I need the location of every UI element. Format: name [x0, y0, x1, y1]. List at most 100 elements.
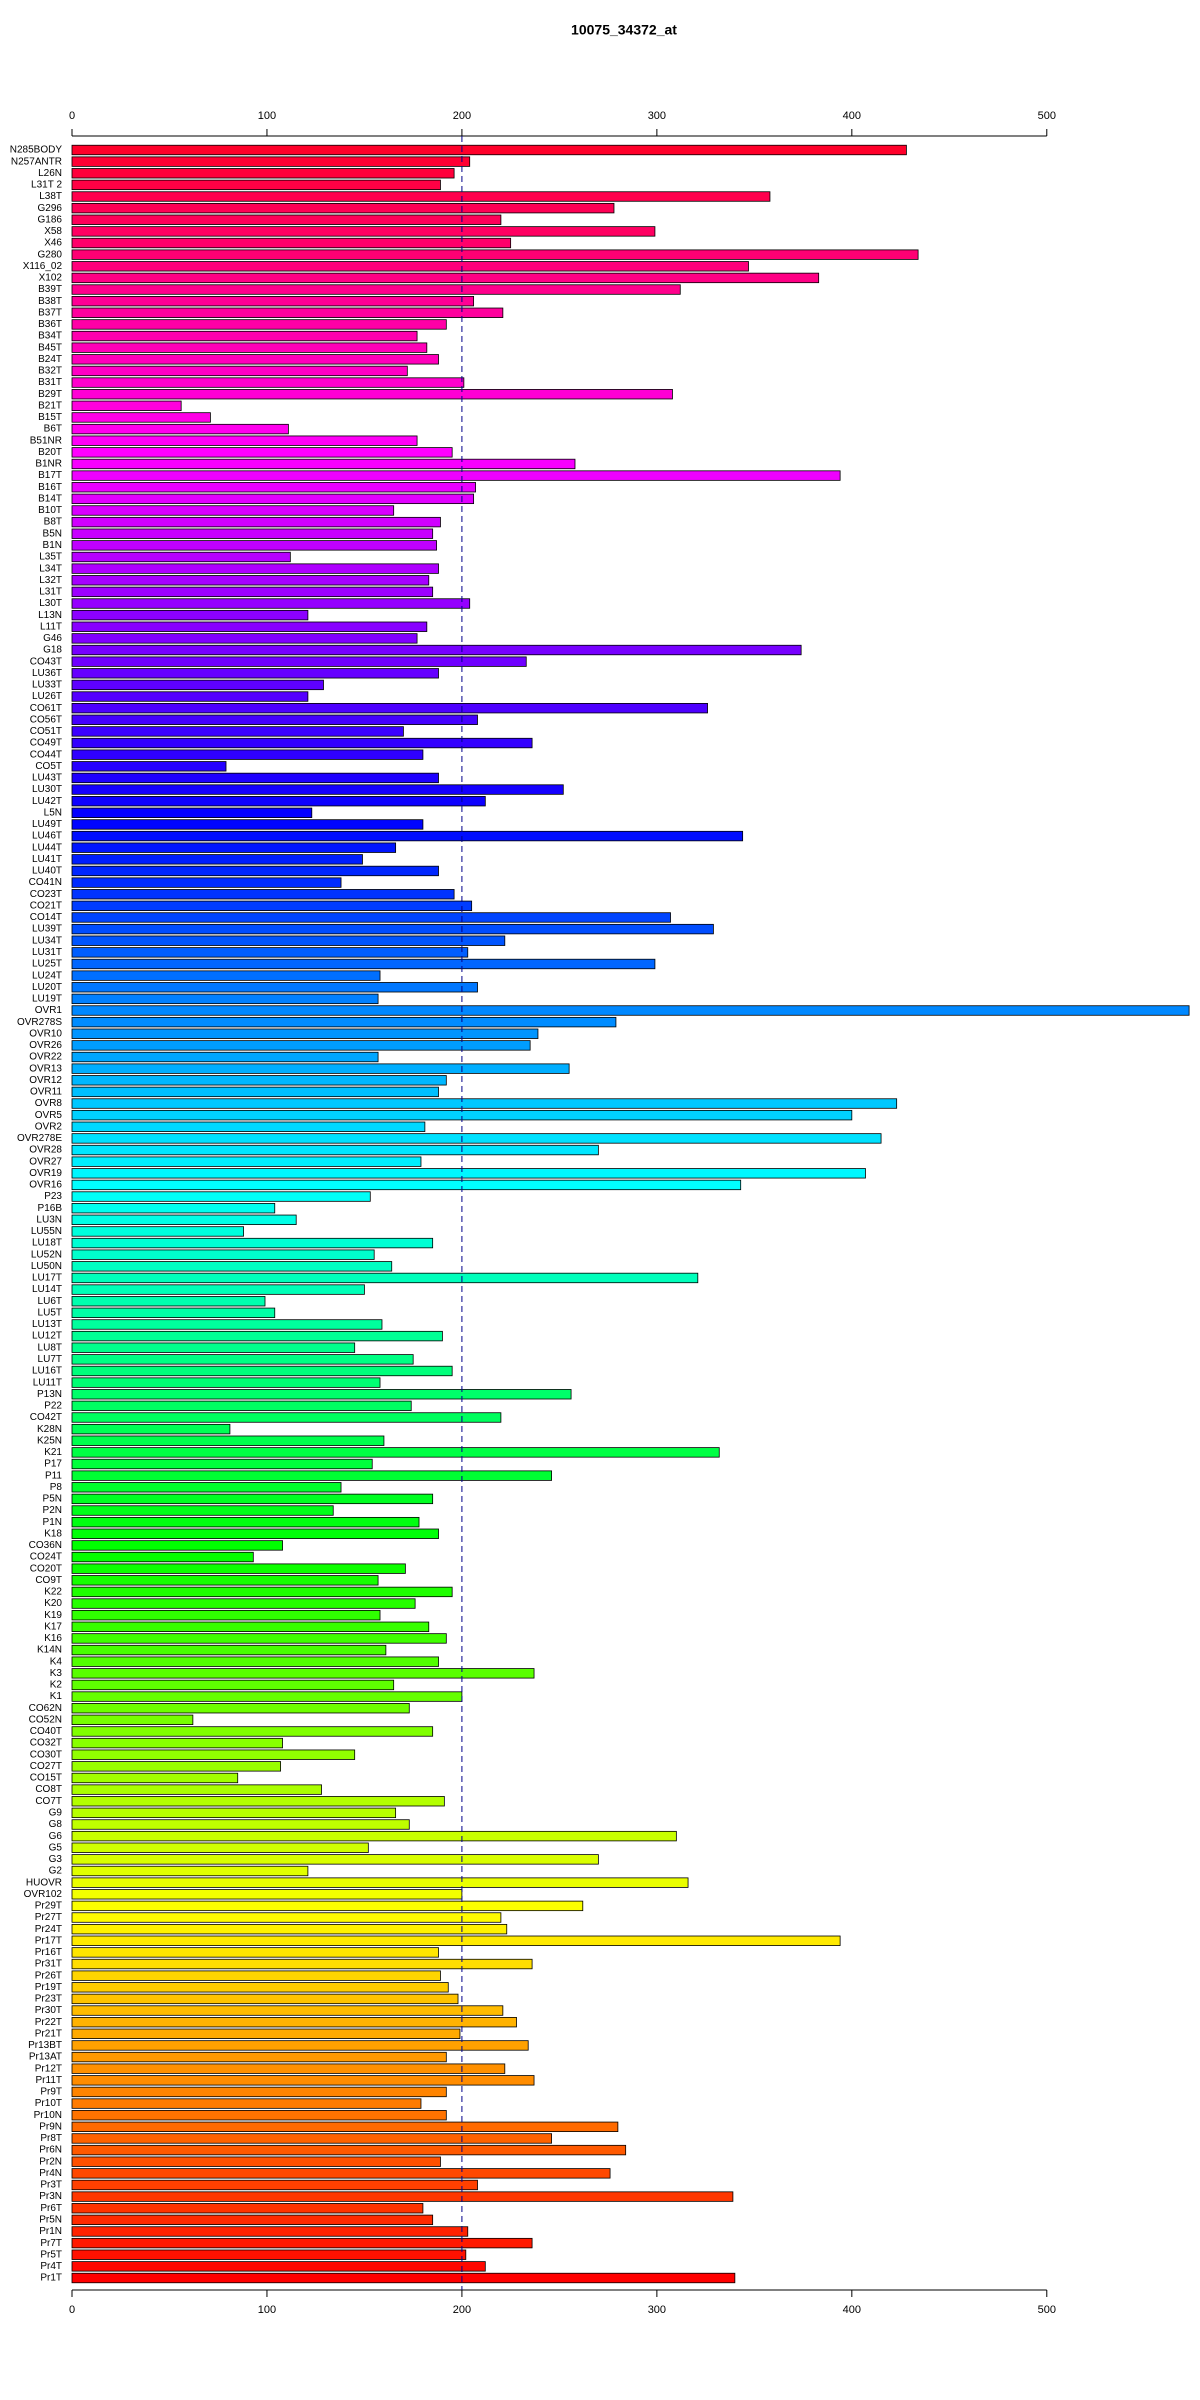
y-tick-label: OVR10 — [29, 1028, 62, 1039]
y-tick-label: B29T — [38, 389, 62, 400]
y-tick-label: LU52N — [31, 1249, 62, 1260]
y-tick-label: L32T — [39, 575, 62, 586]
bar — [71, 1551, 254, 1563]
bar — [71, 1226, 244, 1237]
y-tick-label: CO14T — [30, 912, 62, 923]
x-tick-label: 400 — [843, 110, 861, 122]
y-tick-label: LU3N — [36, 1214, 62, 1225]
bar — [71, 1191, 371, 1202]
y-tick-label: B32T — [38, 366, 62, 377]
y-tick-label: Pr31T — [35, 1959, 62, 1970]
bar — [71, 1423, 231, 1435]
y-tick-label: K20 — [44, 1598, 62, 1609]
bar — [71, 1447, 720, 1458]
bar — [71, 202, 615, 214]
x-tick-label: 200 — [453, 110, 471, 122]
bar — [71, 1714, 194, 1726]
y-tick-label: OVR1 — [35, 1005, 63, 1016]
bar — [71, 1400, 412, 1412]
y-tick-label: B34T — [38, 331, 62, 342]
y-tick-label: B37T — [38, 307, 62, 318]
y-tick-label: P16B — [38, 1203, 63, 1214]
y-tick-label: G280 — [38, 249, 63, 260]
y-tick-label: Pr1T — [40, 2273, 62, 2284]
bar — [71, 2156, 441, 2167]
y-tick-label: B1N — [43, 540, 62, 551]
y-tick-label: Pr12T — [35, 2063, 62, 2074]
x-tick-label: 100 — [258, 110, 276, 122]
y-tick-label: Pr11T — [36, 2075, 63, 2086]
bar — [71, 854, 363, 865]
bar — [71, 1633, 447, 1644]
y-tick-label: LU36T — [32, 668, 62, 679]
bar — [71, 1912, 502, 1923]
bar — [71, 2144, 627, 2156]
bar — [71, 1610, 381, 1621]
y-tick-label: Pr29T — [35, 1901, 62, 1912]
bar — [71, 354, 439, 365]
y-tick-label: CO52N — [29, 1714, 62, 1725]
bar — [71, 226, 656, 237]
y-tick-label: CO41N — [29, 877, 62, 888]
bar — [71, 1726, 434, 1737]
bar — [71, 470, 841, 481]
chart-title: 10075_34372_at — [571, 22, 677, 38]
y-tick-label: LU39T — [32, 924, 62, 935]
bar — [71, 2121, 619, 2132]
bar — [71, 1133, 882, 1144]
bar — [71, 633, 418, 644]
bar — [71, 958, 656, 970]
y-tick-label: B39T — [38, 284, 62, 295]
y-tick-label: Pr10N — [34, 2110, 62, 2121]
bar — [71, 2098, 422, 2109]
bar — [71, 2133, 552, 2144]
y-tick-label: B10T — [38, 505, 62, 516]
y-tick-label: Pr6N — [39, 2145, 62, 2156]
y-tick-label: X116_02 — [23, 261, 63, 272]
bar — [71, 586, 434, 598]
bar — [71, 2040, 529, 2051]
y-tick-label: CO40T — [30, 1726, 62, 1737]
bar — [71, 1086, 439, 1098]
y-tick-label: LU13T — [32, 1319, 62, 1330]
bar — [71, 1016, 617, 1028]
y-tick-label: G9 — [49, 1808, 63, 1819]
bar — [71, 830, 744, 842]
y-tick-label: LU42T — [32, 796, 62, 807]
bar — [71, 2249, 467, 2260]
y-tick-label: K28N — [37, 1424, 62, 1435]
y-tick-label: Pr19T — [35, 1982, 62, 1993]
y-tick-label: OVR278E — [17, 1133, 62, 1144]
y-tick-label: Pr21T — [35, 2028, 62, 2039]
y-tick-label: CO20T — [30, 1563, 62, 1574]
bar — [71, 1644, 387, 1656]
y-tick-label: K21 — [44, 1447, 62, 1458]
y-tick-label: Pr13BT — [28, 2040, 62, 2051]
y-tick-label: B20T — [38, 447, 62, 458]
bar — [71, 1598, 416, 1609]
bar — [71, 1040, 531, 1051]
bar — [71, 621, 428, 632]
y-tick-label: Pr27T — [35, 1912, 62, 1923]
bar — [71, 1516, 420, 1528]
bar — [71, 2017, 517, 2028]
bar — [71, 1749, 356, 1760]
y-tick-label: X102 — [39, 273, 63, 284]
bar — [71, 644, 802, 656]
y-tick-label: B6T — [44, 424, 62, 435]
y-tick-label: OVR8 — [35, 1098, 63, 1109]
bar — [71, 2005, 504, 2016]
x-tick-label: 300 — [648, 110, 666, 122]
bar — [71, 423, 289, 435]
bar — [71, 330, 418, 342]
bar — [71, 563, 439, 574]
y-tick-label: K4 — [50, 1656, 63, 1667]
bar — [71, 284, 681, 295]
y-tick-label: P17 — [44, 1459, 62, 1470]
bar — [71, 1249, 375, 1260]
bar — [71, 1144, 599, 1156]
y-tick-label: Pr24T — [35, 1924, 62, 1935]
y-tick-label: K14N — [37, 1645, 62, 1656]
y-tick-label: CO61T — [30, 703, 62, 714]
